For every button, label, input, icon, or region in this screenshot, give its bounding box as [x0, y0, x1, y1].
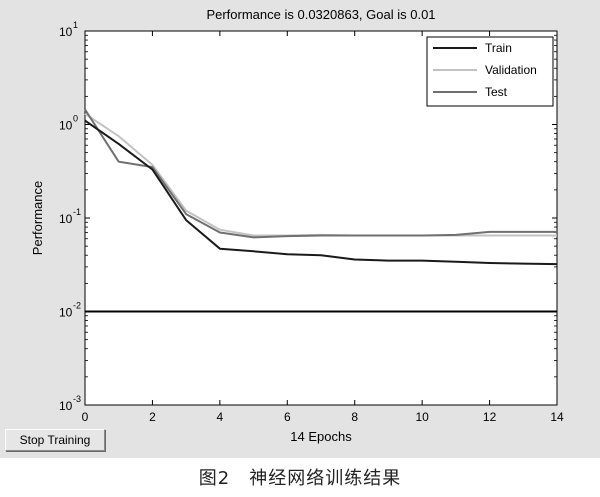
series-lines	[84, 108, 558, 313]
series-line-test	[84, 108, 557, 239]
y-tick-label-exponent: 0	[73, 114, 78, 124]
training-window: Performance is 0.0320863, Goal is 0.01 1…	[0, 0, 600, 458]
performance-chart: Performance is 0.0320863, Goal is 0.01 1…	[30, 7, 564, 444]
y-tick-label-exponent: -3	[73, 394, 81, 404]
x-tick-label: 12	[483, 410, 497, 424]
x-axis-label: 14 Epochs	[290, 429, 352, 444]
y-tick-label-base: 10	[59, 25, 73, 39]
legend-label-train: Train	[485, 41, 512, 55]
y-tick-label-exponent: 1	[73, 20, 78, 30]
y-axis-label: Performance	[30, 181, 45, 255]
figure-caption: 图2 神经网络训练结果	[198, 468, 402, 489]
y-tick-label-base: 10	[59, 212, 73, 226]
x-tick-label: 8	[351, 410, 358, 424]
stop-training-button[interactable]: Stop Training	[5, 429, 105, 451]
legend-label-test: Test	[485, 85, 508, 99]
x-tick-label: 10	[415, 410, 429, 424]
x-tick-label: 0	[82, 410, 89, 424]
y-tick-label-base: 10	[59, 399, 73, 413]
y-tick-label-base: 10	[59, 119, 73, 133]
x-tick-label: 4	[217, 410, 224, 424]
chart-title: Performance is 0.0320863, Goal is 0.01	[206, 7, 435, 22]
y-tick-label-base: 10	[59, 306, 73, 320]
x-tick-label: 6	[284, 410, 291, 424]
y-tick-label-exponent: -2	[73, 301, 81, 311]
series-line-train	[84, 119, 558, 266]
legend-label-validation: Validation	[485, 63, 537, 77]
x-tick-label: 14	[550, 410, 564, 424]
legend: Train Validation Test	[426, 36, 554, 107]
x-tick-label: 2	[149, 410, 156, 424]
y-tick-label-exponent: -1	[73, 207, 81, 217]
